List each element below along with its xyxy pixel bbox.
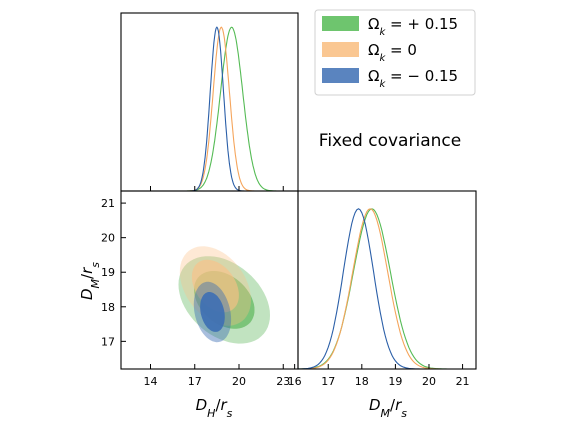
legend-label-omega-zero: Ωk = 0 — [368, 41, 417, 64]
contours-series-2 — [193, 281, 232, 343]
dh-marginal-curve-2 — [121, 26, 298, 192]
dm-tick-label: 16 — [288, 375, 302, 388]
x-axis-label: DH/rs — [196, 396, 233, 420]
dm-marginal-curve-0 — [298, 208, 475, 370]
dm-marginal-curve-1 — [298, 208, 475, 370]
dm-tick-label: 21 — [456, 375, 470, 388]
dm-marginal-panel: 16 17 18 19 20 21 — [288, 190, 477, 388]
legend-swatch-omega-zero — [322, 42, 359, 57]
legend: Ωk = + 0.15 Ωk = 0 Ωk = − 0.15 — [314, 9, 476, 96]
dm-tick-label: 19 — [388, 375, 402, 388]
x-tick-label: 20 — [232, 375, 246, 388]
dh-dm-contour-panel: 14 17 20 23 17 18 19 20 21 — [101, 190, 299, 388]
dm-tick-label: 20 — [422, 375, 436, 388]
dm-axis-label: DM/rs — [369, 396, 407, 420]
x-tick-label: 17 — [188, 375, 202, 388]
inner-contour-series-2 — [200, 292, 225, 332]
legend-label-omega-minus: Ωk = − 0.15 — [368, 67, 458, 90]
y-tick-label: 20 — [101, 232, 115, 245]
legend-swatch-omega-plus — [322, 16, 359, 31]
x-tick-label: 14 — [144, 375, 158, 388]
y-tick-label: 19 — [101, 266, 115, 279]
y-tick-label: 18 — [101, 301, 115, 314]
y-axis-label: DM/rs — [78, 262, 102, 300]
frame-br — [297, 190, 477, 370]
dm-marginal-curve-2 — [298, 208, 475, 370]
fixed-covariance-annotation: Fixed covariance — [319, 131, 461, 151]
dh-marginal-panel — [120, 12, 299, 192]
dm-tick-label: 17 — [321, 375, 335, 388]
legend-swatch-omega-minus — [322, 68, 359, 83]
y-tick-label: 17 — [101, 335, 115, 348]
x-tick-label: 23 — [276, 375, 290, 388]
y-tick-label: 21 — [101, 197, 115, 210]
dm-tick-label: 18 — [355, 375, 369, 388]
legend-label-omega-plus: Ωk = + 0.15 — [368, 15, 458, 38]
